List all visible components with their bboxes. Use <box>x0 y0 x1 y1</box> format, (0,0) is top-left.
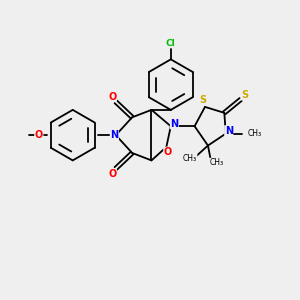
Text: O: O <box>108 92 116 101</box>
Text: O: O <box>35 130 43 140</box>
Text: S: S <box>242 90 249 100</box>
Text: S: S <box>199 95 206 105</box>
Text: O: O <box>108 169 116 179</box>
Text: CH₃: CH₃ <box>209 158 223 167</box>
Text: N: N <box>110 130 118 140</box>
Text: Cl: Cl <box>166 38 176 47</box>
Text: N: N <box>225 126 233 136</box>
Text: N: N <box>170 119 178 129</box>
Text: CH₃: CH₃ <box>183 154 197 163</box>
Text: O: O <box>164 147 172 157</box>
Text: CH₃: CH₃ <box>247 129 261 138</box>
